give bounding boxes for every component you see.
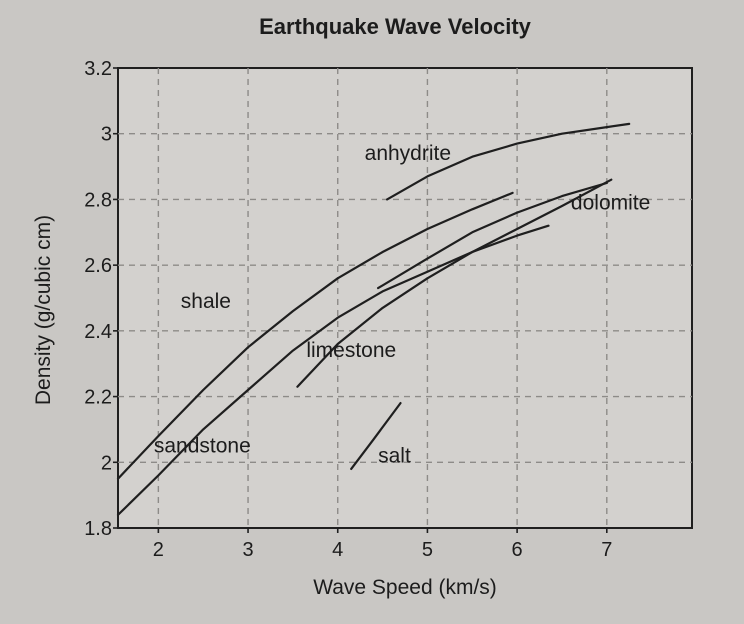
grid	[118, 68, 692, 528]
series-label-sandstone: sandstone	[154, 434, 251, 457]
y-tick-label: 2.2	[84, 387, 112, 409]
series-line-salt	[350, 402, 402, 470]
x-tick-label: 2	[153, 539, 164, 561]
series-group	[116, 122, 631, 516]
series-label-dolomite: dolomite	[571, 191, 650, 214]
y-tick-label: 2.8	[84, 189, 112, 211]
chart-title: Earthquake Wave Velocity	[259, 14, 532, 39]
x-tick-label: 5	[422, 539, 433, 561]
series-line-anhydrite	[386, 122, 631, 201]
x-axis-label: Wave Speed (km/s)	[313, 576, 497, 599]
series-line-sandstone	[116, 224, 550, 516]
plot-frame	[117, 67, 693, 529]
y-tick-label: 3.2	[84, 58, 112, 80]
series-line-dolomite	[377, 181, 608, 290]
series-label-anhydrite: anhydrite	[365, 142, 451, 165]
series-line-shale	[116, 191, 514, 480]
series-label-shale: shale	[181, 290, 231, 313]
ticks: 2 3 4 5 6 7 1.8 2 2.2 2.4 2.6 2.8 3 3.2	[84, 58, 612, 561]
y-tick-label: 2	[101, 452, 112, 474]
y-tick-label: 3	[101, 124, 112, 146]
y-axis-label: Density (g/cubic cm)	[32, 215, 55, 405]
x-tick-label: 6	[512, 539, 523, 561]
series-line-limestone	[296, 178, 613, 388]
x-tick-label: 3	[242, 539, 253, 561]
series-label-salt: salt	[378, 444, 411, 467]
y-tick-label: 2.6	[84, 255, 112, 277]
y-tick-label: 2.4	[84, 321, 112, 343]
series-labels: anhydrite dolomite shale limestone sandstone…	[154, 142, 650, 467]
x-tick-label: 4	[332, 539, 343, 561]
x-tick-label: 7	[601, 539, 612, 561]
series-label-limestone: limestone	[306, 339, 396, 362]
y-tick-label: 1.8	[84, 518, 112, 540]
